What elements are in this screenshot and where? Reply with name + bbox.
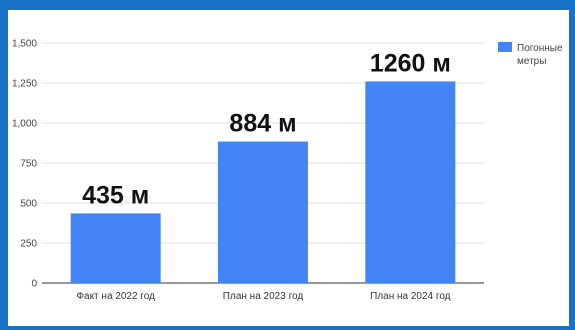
x-axis-labels: Факт на 2022 год План на 2023 год План на … bbox=[76, 291, 450, 302]
bar-chart: 0 250 500 750 1,000 1,250 1,500 Факт на 2022 г… bbox=[12, 39, 563, 303]
y-tick-label: 1,000 bbox=[12, 119, 37, 130]
y-tick-label: 1,250 bbox=[12, 79, 37, 90]
legend-swatch bbox=[498, 42, 512, 52]
bars bbox=[70, 81, 456, 284]
y-tick-label: 250 bbox=[20, 239, 37, 250]
legend: Погонные метры bbox=[498, 42, 563, 67]
x-category-label: План на 2023 год bbox=[223, 291, 304, 302]
data-label: 1260 м bbox=[370, 49, 451, 77]
y-tick-label: 500 bbox=[20, 199, 37, 210]
bar[interactable] bbox=[70, 213, 161, 283]
y-tick-label: 1,500 bbox=[12, 39, 37, 50]
bar[interactable] bbox=[218, 141, 308, 283]
data-label: 435 м bbox=[82, 181, 149, 209]
data-labels: 435 м 884 м 1260 м bbox=[82, 49, 451, 209]
y-axis-ticks: 0 250 500 750 1,000 1,250 1,500 bbox=[12, 39, 37, 290]
x-category-label: Факт на 2022 год bbox=[76, 291, 155, 302]
chart-frame: 0 250 500 750 1,000 1,250 1,500 Факт на 2022 г… bbox=[8, 10, 569, 326]
legend-label: Погонные bbox=[517, 43, 563, 54]
x-category-label: План на 2024 год bbox=[370, 291, 451, 302]
y-tick-label: 0 bbox=[31, 279, 37, 290]
bar[interactable] bbox=[365, 81, 456, 284]
y-tick-label: 750 bbox=[20, 159, 37, 170]
data-label: 884 м bbox=[229, 110, 296, 138]
legend-label: метры bbox=[517, 56, 546, 67]
